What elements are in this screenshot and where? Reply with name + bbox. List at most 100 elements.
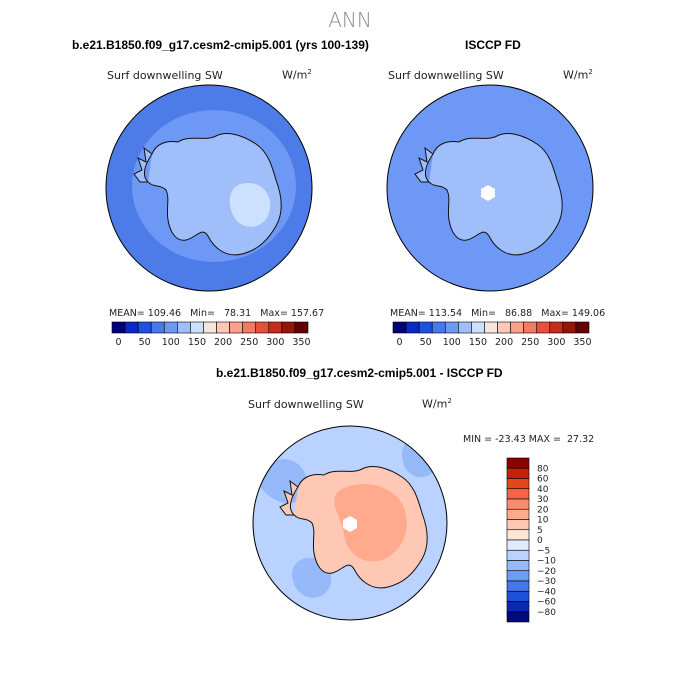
- panel3-colorbar-box: [506, 478, 530, 490]
- panel2-colorbar-box: [575, 321, 590, 334]
- panel2-units-base: W/m: [563, 68, 589, 82]
- panel1-mean-label: MEAN=: [109, 308, 145, 319]
- panel3-colorbar-level-label: 0: [537, 536, 543, 546]
- panel1-colorbar-tick-label: 200: [214, 337, 232, 348]
- panel1-colorbar-box: [242, 321, 257, 334]
- panel3-colorbar-box: [506, 457, 530, 469]
- panel1-colorbar-box: [294, 321, 309, 334]
- panel3-units-base: W/m: [422, 397, 448, 411]
- panel2-mean-value: 113.54: [428, 308, 463, 319]
- panel3-negative-patch: [259, 459, 308, 504]
- panel2-min-label: Min=: [471, 308, 496, 319]
- panel3-colorbar-level-label: 30: [537, 495, 549, 505]
- panel1-colorbar-box: [268, 321, 283, 334]
- panel2-colorbar-box: [418, 321, 433, 334]
- panel1-colorbar-tick-label: 250: [240, 337, 258, 348]
- panel2-stats: MEAN= 113.54 Min= 86.88 Max= 149.06: [390, 308, 605, 319]
- panel3-colorbar-box: [506, 488, 530, 500]
- panel2-colorbar-box: [431, 321, 446, 334]
- panel3-colorbar-level-label: −10: [537, 557, 556, 567]
- panel1-map: [106, 85, 312, 291]
- panel1-colorbar-box: [229, 321, 243, 334]
- panel3-map-border: [252, 425, 448, 621]
- panel1-colorbar-box: [124, 321, 139, 334]
- panel3-colorbar-box: [506, 580, 530, 592]
- panel3-colorbar-level-label: 40: [537, 485, 549, 495]
- panel3-colorbar-level-label: 80: [537, 464, 549, 474]
- panel3-colorbar-box: [506, 560, 530, 572]
- panel1-min-value: 78.31: [224, 308, 252, 319]
- panel2-colorbar-box: [510, 321, 524, 334]
- panel1-colorbar-box: [203, 321, 217, 334]
- panel3-colorbar-level-label: −40: [537, 587, 556, 597]
- panel1-colorbar: 0 50 100 150 200 250 300 350: [111, 321, 311, 348]
- panel2-colorbar-box: [523, 321, 538, 334]
- panel1-map-border: [105, 84, 313, 292]
- panel2-pole-region: [481, 185, 495, 201]
- panel3-colorbar-box: [506, 519, 530, 531]
- panel3-positive-core: [334, 484, 407, 562]
- panel2-map: [387, 85, 593, 291]
- panel1-ocean-band: [106, 180, 312, 291]
- panel1-units: W/m2: [282, 68, 312, 82]
- panel3-max-value: 27.32: [567, 434, 595, 445]
- panel1-title: b.e21.B1850.f09_g17.cesm2-cmip5.001 (yrs…: [72, 38, 369, 52]
- panel3-colorbar-level-label: 5: [537, 526, 543, 536]
- panel3-colorbar-level-label: −30: [537, 577, 556, 587]
- panel2-min-value: 86.88: [505, 308, 533, 319]
- panel1-stats: MEAN= 109.46 Min= 78.31 Max= 157.67: [109, 308, 324, 319]
- panel1-colorbar-box: [216, 321, 230, 334]
- panel1-colorbar-tick-label: 300: [266, 337, 284, 348]
- panel2-colorbar: 0 50 100 150 200 250 300 350: [392, 321, 592, 348]
- panel1-variable: Surf downwelling SW: [107, 69, 223, 82]
- panel2-colorbar-tick-label: 0: [397, 337, 403, 348]
- panel3-colorbar-level-label: −80: [537, 608, 556, 618]
- panel2-max-value: 149.06: [571, 308, 606, 319]
- panel1-units-exp: 2: [307, 68, 312, 76]
- panel3-colorbar-level-label: −20: [537, 567, 556, 577]
- panel1-colorbar-box: [177, 321, 191, 334]
- panel1-colorbar-tick-label: 100: [162, 337, 180, 348]
- panel3-units: W/m2: [422, 397, 452, 411]
- panel2-colorbar-tick-label: 50: [420, 337, 432, 348]
- panel1-colorbar-box: [150, 321, 165, 334]
- panel3-title: b.e21.B1850.f09_g17.cesm2-cmip5.001 - IS…: [216, 366, 503, 380]
- panel3-min-value: -23.43: [495, 434, 526, 445]
- panel2-colorbar-box: [536, 321, 551, 334]
- panel1-mean-value: 109.46: [147, 308, 182, 319]
- panel3-stats: MIN = -23.43 MAX = 27.32: [463, 434, 594, 445]
- panel3-colorbar-box: [506, 529, 530, 541]
- panel3-colorbar-box: [506, 570, 530, 582]
- panel1-colorbar-tick-label: 50: [139, 337, 151, 348]
- panel2-colorbar-box: [444, 321, 459, 334]
- panel3-colorbar-level-label: 10: [537, 516, 549, 526]
- panel2-colorbar-tick-label: 250: [521, 337, 539, 348]
- panel1-colorbar-box: [137, 321, 152, 334]
- panel1-max-label: Max=: [260, 308, 288, 319]
- panel1-colorbar-box: [163, 321, 178, 334]
- panel1-colorbar-tick-label: 0: [116, 337, 122, 348]
- panel1-colorbar-tick-label: 150: [188, 337, 206, 348]
- panel2-colorbar-tick-label: 100: [443, 337, 461, 348]
- panel2-mean-label: MEAN=: [390, 308, 426, 319]
- panel1-peak-region: [229, 182, 271, 227]
- panel3-units-exp: 2: [447, 397, 452, 405]
- panel2-max-label: Max=: [541, 308, 569, 319]
- panel3-variable: Surf downwelling SW: [248, 398, 364, 411]
- panel3-colorbar-box: [506, 467, 530, 479]
- panel3-max-label: MAX =: [528, 434, 561, 445]
- panel3-colorbar-level-label: −5: [537, 546, 550, 556]
- panel3-colorbar-box: [506, 549, 530, 561]
- panel3-colorbar-box: [506, 590, 530, 602]
- panel2-colorbar-box: [497, 321, 511, 334]
- panel2-colorbar-box: [405, 321, 420, 334]
- panel3-colorbar-box: [506, 498, 530, 510]
- panel2-colorbar-box: [458, 321, 472, 334]
- panel2-colorbar-box: [484, 321, 498, 334]
- panel3-colorbar-box: [506, 539, 530, 551]
- panel3-min-label: MIN =: [463, 434, 493, 445]
- panel3-colorbar-box: [506, 601, 530, 613]
- panel1-colorbar-box: [111, 321, 126, 334]
- panel2-units: W/m2: [563, 68, 593, 82]
